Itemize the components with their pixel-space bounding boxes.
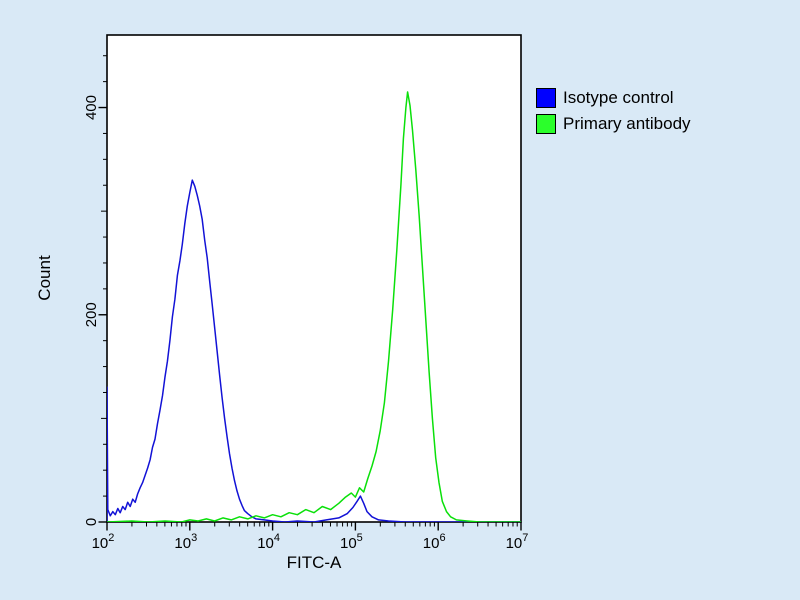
- y-tick-label: 400: [83, 95, 100, 120]
- x-tick-label: 105: [340, 532, 363, 552]
- x-tick-label: 104: [257, 532, 280, 552]
- legend-swatch-primary-antibody: [536, 113, 556, 134]
- legend-item-isotype-control: Isotype control: [536, 86, 691, 109]
- x-tick-label: 106: [423, 532, 446, 552]
- series-curve-primary-antibody: [107, 91, 521, 522]
- series-curve-isotype-control: [107, 179, 521, 522]
- x-axis-label: FITC-A: [287, 553, 342, 572]
- legend-label-isotype-control: Isotype control: [563, 87, 674, 107]
- x-tick-label: 107: [506, 532, 529, 552]
- y-tick-label: 0: [83, 518, 100, 526]
- chart-generated: 102 103 104 105 106 107 0 200 400: [83, 34, 529, 552]
- legend-swatch-isotype-control: [536, 87, 556, 108]
- x-tick-label: 102: [92, 532, 115, 552]
- y-axis-label: Count: [35, 255, 54, 301]
- chart-legend: Isotype control Primary antibody: [536, 86, 691, 135]
- plot-area: [106, 34, 522, 523]
- x-tick-label: 103: [174, 532, 197, 552]
- legend-item-primary-antibody: Primary antibody: [536, 112, 691, 135]
- y-tick-label: 200: [83, 302, 100, 327]
- legend-label-primary-antibody: Primary antibody: [563, 113, 691, 133]
